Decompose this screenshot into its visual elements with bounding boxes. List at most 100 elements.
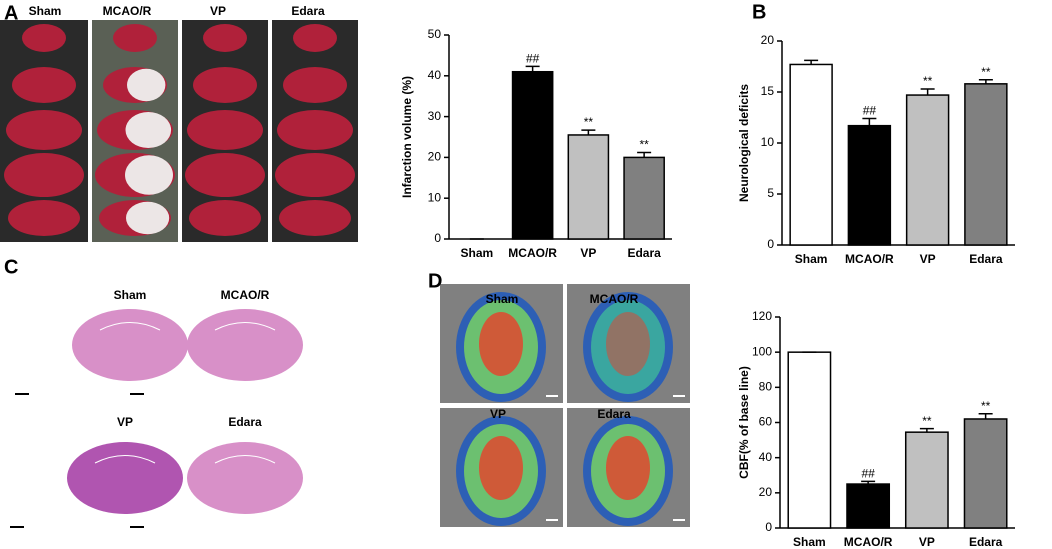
scale-bar xyxy=(673,395,685,397)
infarct xyxy=(125,155,173,195)
y-tick-label: 15 xyxy=(761,84,775,98)
bar-label: ** xyxy=(981,399,991,413)
cbf-core xyxy=(606,312,650,376)
brain-slice xyxy=(275,153,355,197)
photo-label: Sham xyxy=(29,4,62,18)
x-tick-label: VP xyxy=(920,252,936,266)
y-tick-label: 5 xyxy=(767,186,774,200)
y-tick-label: 40 xyxy=(428,68,442,82)
brain-slice xyxy=(4,153,84,197)
x-tick-label: Edara xyxy=(969,535,1003,549)
scale-bar xyxy=(546,519,558,521)
bar-label: ## xyxy=(526,52,540,66)
panel-label: B xyxy=(752,1,766,23)
photo-label: VP xyxy=(210,4,226,18)
bar-label: ## xyxy=(861,467,875,481)
bar xyxy=(904,431,949,529)
panel-label: D xyxy=(428,270,442,292)
y-tick-label: 50 xyxy=(428,27,442,41)
brain-slice xyxy=(189,200,261,236)
y-tick-label: 80 xyxy=(759,380,773,394)
x-tick-label: VP xyxy=(919,535,935,549)
brain-slice xyxy=(185,153,265,197)
bar xyxy=(963,418,1008,529)
y-tick-label: 10 xyxy=(428,190,442,204)
he-section xyxy=(187,442,303,514)
photo-label: Edara xyxy=(291,4,325,18)
panel-label: C xyxy=(4,256,18,278)
y-tick-label: 100 xyxy=(752,344,772,358)
y-tick-label: 20 xyxy=(428,150,442,164)
brain-slice xyxy=(12,67,76,103)
y-tick-label: 20 xyxy=(761,33,775,47)
y-tick-label: 30 xyxy=(428,109,442,123)
y-axis-label: Infarction volume (%) xyxy=(400,76,414,198)
section-label: VP xyxy=(117,415,133,429)
scale-bar xyxy=(546,395,558,397)
y-tick-label: 0 xyxy=(767,237,774,251)
y-tick-label: 40 xyxy=(759,450,773,464)
x-tick-label: MCAO/R xyxy=(844,535,893,549)
error-bar xyxy=(919,427,934,433)
map-label: Edara xyxy=(597,407,631,421)
bar-label: ** xyxy=(584,115,594,129)
error-bar xyxy=(581,129,596,135)
scale-bar xyxy=(10,526,24,528)
section-label: Edara xyxy=(228,415,262,429)
bar-label: ** xyxy=(639,138,649,152)
he-detail xyxy=(94,455,156,464)
cbf-core xyxy=(606,436,650,500)
he-section xyxy=(72,309,188,381)
bar-label: ** xyxy=(981,65,991,79)
error-bar xyxy=(804,59,819,65)
photo-panels: Sham MCAO/R VP Edara Sham MCAO/R VP Edara Sham MC… xyxy=(0,4,690,528)
error-bar xyxy=(862,117,877,126)
y-tick-label: 10 xyxy=(761,135,775,149)
section-label: MCAO/R xyxy=(221,288,270,302)
brain-slice xyxy=(283,67,347,103)
x-tick-label: VP xyxy=(580,246,596,260)
bar-label: ** xyxy=(922,414,932,428)
map-label: VP xyxy=(490,407,506,421)
x-tick-label: MCAO/R xyxy=(845,252,894,266)
section-label: Sham xyxy=(114,288,147,302)
y-axis-label: Neurological deficits xyxy=(737,84,751,202)
error-bar xyxy=(525,65,540,72)
error-bar xyxy=(978,412,993,419)
brain-slice xyxy=(8,200,80,236)
bar xyxy=(567,134,610,240)
x-tick-label: Edara xyxy=(627,246,661,260)
bar xyxy=(789,63,833,246)
scale-bar xyxy=(15,393,29,395)
he-section xyxy=(67,442,183,514)
x-tick-label: Sham xyxy=(461,246,494,260)
brain-slice xyxy=(6,110,82,150)
y-tick-label: 20 xyxy=(759,485,773,499)
error-bar xyxy=(861,480,876,485)
map-label: MCAO/R xyxy=(590,292,639,306)
infarct xyxy=(125,112,172,148)
scale-bar xyxy=(130,393,144,395)
y-tick-label: 0 xyxy=(765,520,772,534)
cbf-core xyxy=(479,436,523,500)
bar xyxy=(847,124,892,246)
y-tick-label: 120 xyxy=(752,309,772,323)
infarct xyxy=(126,201,170,235)
brain-slice xyxy=(22,24,66,52)
error-bar xyxy=(920,88,935,96)
cbf-core xyxy=(479,312,523,376)
bar-label: ** xyxy=(923,74,933,88)
x-tick-label: Edara xyxy=(969,252,1003,266)
brain-slice xyxy=(293,24,337,52)
error-bar xyxy=(637,151,652,158)
scale-bar xyxy=(130,526,144,528)
error-bar xyxy=(978,79,993,84)
x-tick-label: Sham xyxy=(793,535,826,549)
y-axis-label: CBF(% of base line) xyxy=(737,366,751,479)
bar xyxy=(787,351,832,529)
brain-slice xyxy=(113,24,157,52)
brain-slice xyxy=(193,67,257,103)
x-tick-label: MCAO/R xyxy=(508,246,557,260)
infarct xyxy=(127,68,166,102)
